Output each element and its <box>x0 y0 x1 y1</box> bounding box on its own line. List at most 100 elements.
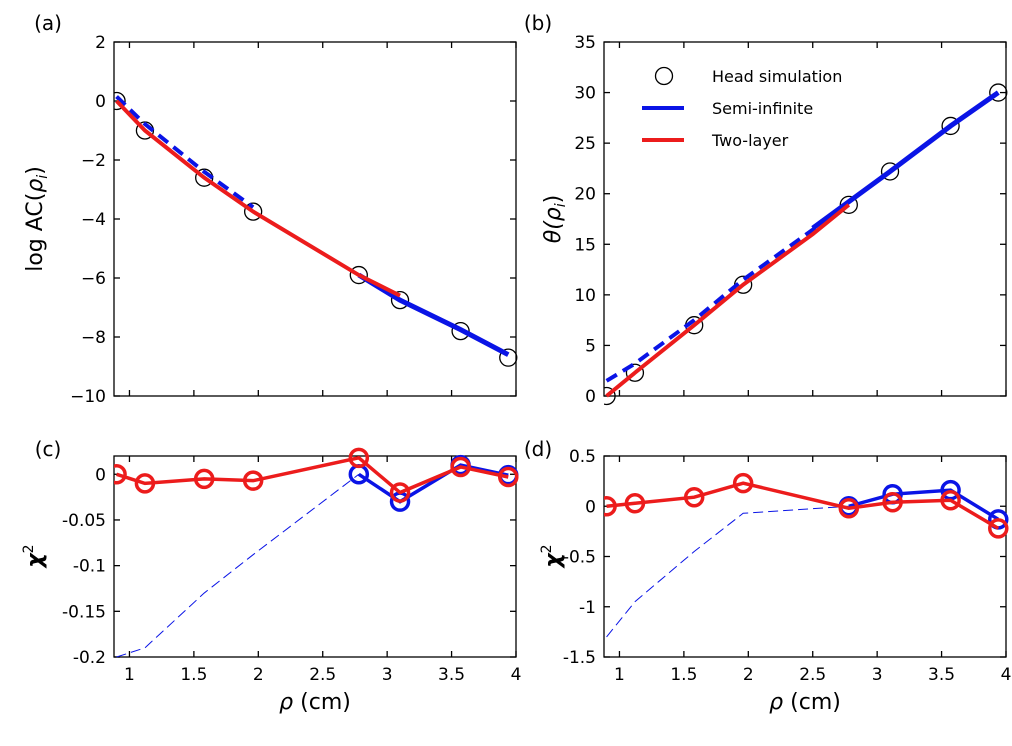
y-tick-label: 0 <box>585 497 596 517</box>
x-tick-label: 1 <box>614 665 625 685</box>
legend-marker-sim <box>654 66 674 86</box>
legend-label-semi: Semi-infinite <box>712 99 813 118</box>
data-point-two <box>114 464 127 485</box>
series-semi-line <box>605 202 850 383</box>
data-point-sim <box>451 321 470 341</box>
y-tick-label: 35 <box>574 33 596 53</box>
y-title-symbol: χ <box>541 552 566 570</box>
series-semi-line <box>848 488 1000 521</box>
y-title-symbol: χ <box>23 552 48 570</box>
y-tick-label: 15 <box>574 235 596 255</box>
y-title-part: ) <box>23 166 48 175</box>
data-point-sim <box>625 363 645 382</box>
y-title-superscript: 2 <box>21 544 37 553</box>
x-tick-label: 3 <box>382 665 393 685</box>
panel-label: (c) <box>35 437 62 461</box>
plot-frame <box>113 41 517 397</box>
data-point-two <box>134 473 156 494</box>
panel-1: (b) 0 5 10 15 20 25 30 35 θ(ρi) Head simulation Sem… <box>524 11 1008 407</box>
data-point-sim <box>499 348 518 367</box>
plot-frame <box>113 455 517 658</box>
y-axis-title: χ2 <box>539 544 566 569</box>
data-point-two <box>604 496 617 517</box>
y-tick-label: 30 <box>574 84 596 104</box>
series-semi-line <box>115 95 255 209</box>
y-tick-label: −4 <box>81 210 106 230</box>
x-axis-title: ρ (cm) <box>279 690 351 715</box>
y-tick-label: −6 <box>81 269 106 289</box>
y-tick-label: −10 <box>70 387 106 407</box>
x-tick-label: 2 <box>253 665 264 685</box>
data-point-sim <box>989 83 1008 102</box>
y-axis-title: χ2 <box>21 544 48 569</box>
data-point-two <box>348 447 370 469</box>
series-two-line <box>605 203 851 398</box>
y-title-subscript: i <box>35 175 51 179</box>
data-point-two <box>882 491 903 513</box>
y-title-symbol: ρ <box>23 179 48 193</box>
x-title-text: (cm) <box>293 690 351 715</box>
data-point-sim <box>390 290 410 310</box>
y-tick-label: -0.05 <box>62 511 106 531</box>
y-tick-label: 0 <box>95 465 106 485</box>
data-point-two <box>940 489 961 511</box>
y-title-symbol: ρ <box>541 207 566 221</box>
y-title-symbol: θ( <box>541 220 566 243</box>
data-point-two <box>838 498 860 519</box>
x-title-symbol: ρ <box>279 690 293 715</box>
data-point-sim <box>244 202 263 221</box>
y-tick-label: 5 <box>585 336 596 356</box>
legend-label-two: Two-layer <box>711 131 789 150</box>
y-tick-label: -1 <box>579 598 596 618</box>
data-layer <box>114 91 518 367</box>
data-layer <box>604 472 1009 638</box>
y-tick-label: 0 <box>585 387 596 407</box>
series-semi-line <box>357 463 509 504</box>
y-tick-label: 25 <box>574 134 596 154</box>
data-layer <box>604 83 1008 406</box>
y-title-superscript: 2 <box>539 544 555 553</box>
y-axis-title: log AC(ρi) <box>23 166 51 272</box>
legend-label-sim: Head simulation <box>712 67 842 86</box>
x-tick-label: 3.5 <box>928 665 955 685</box>
x-axis-title: ρ (cm) <box>769 690 841 715</box>
series-semi_dashed-line <box>116 473 360 658</box>
data-point-sim <box>880 162 900 181</box>
data-point-sim <box>114 91 126 111</box>
y-title-part: ) <box>541 195 566 204</box>
data-point-sim <box>604 386 616 406</box>
y-tick-label: −8 <box>81 328 106 348</box>
x-tick-label: 4 <box>511 665 522 685</box>
y-tick-label: 0.5 <box>569 447 596 467</box>
x-tick-label: 3 <box>872 665 883 685</box>
x-tick-label: 1.5 <box>670 665 697 685</box>
y-tick-label: −2 <box>81 151 106 171</box>
data-point-two <box>389 482 411 503</box>
series-two-line <box>116 455 509 495</box>
y-tick-label: -0.5 <box>563 548 596 568</box>
x-tick-label: 3.5 <box>438 665 465 685</box>
data-point-two <box>988 518 1009 539</box>
data-point-two <box>242 470 264 491</box>
x-tick-label: 2.5 <box>799 665 826 685</box>
y-axis-title: θ(ρi) <box>541 195 569 244</box>
data-point-two <box>683 486 705 508</box>
data-point-two <box>193 468 215 490</box>
legend: Head simulation Semi-infinite Two-layer <box>642 66 842 150</box>
x-title-text: (cm) <box>783 690 841 715</box>
plot-frame <box>603 455 1007 658</box>
y-tick-label: -1.5 <box>563 648 596 668</box>
x-title-symbol: ρ <box>769 690 783 715</box>
panel-label: (a) <box>34 11 62 35</box>
plot-frame <box>603 41 1007 397</box>
y-tick-label: -0.15 <box>62 602 106 622</box>
y-tick-label: 2 <box>95 33 106 53</box>
x-tick-label: 4 <box>1001 665 1012 685</box>
y-title-part: log AC( <box>23 193 48 272</box>
data-layer <box>114 447 519 658</box>
y-tick-label: -0.1 <box>73 557 106 577</box>
data-point-sim <box>349 265 368 285</box>
data-point-two <box>450 456 471 478</box>
